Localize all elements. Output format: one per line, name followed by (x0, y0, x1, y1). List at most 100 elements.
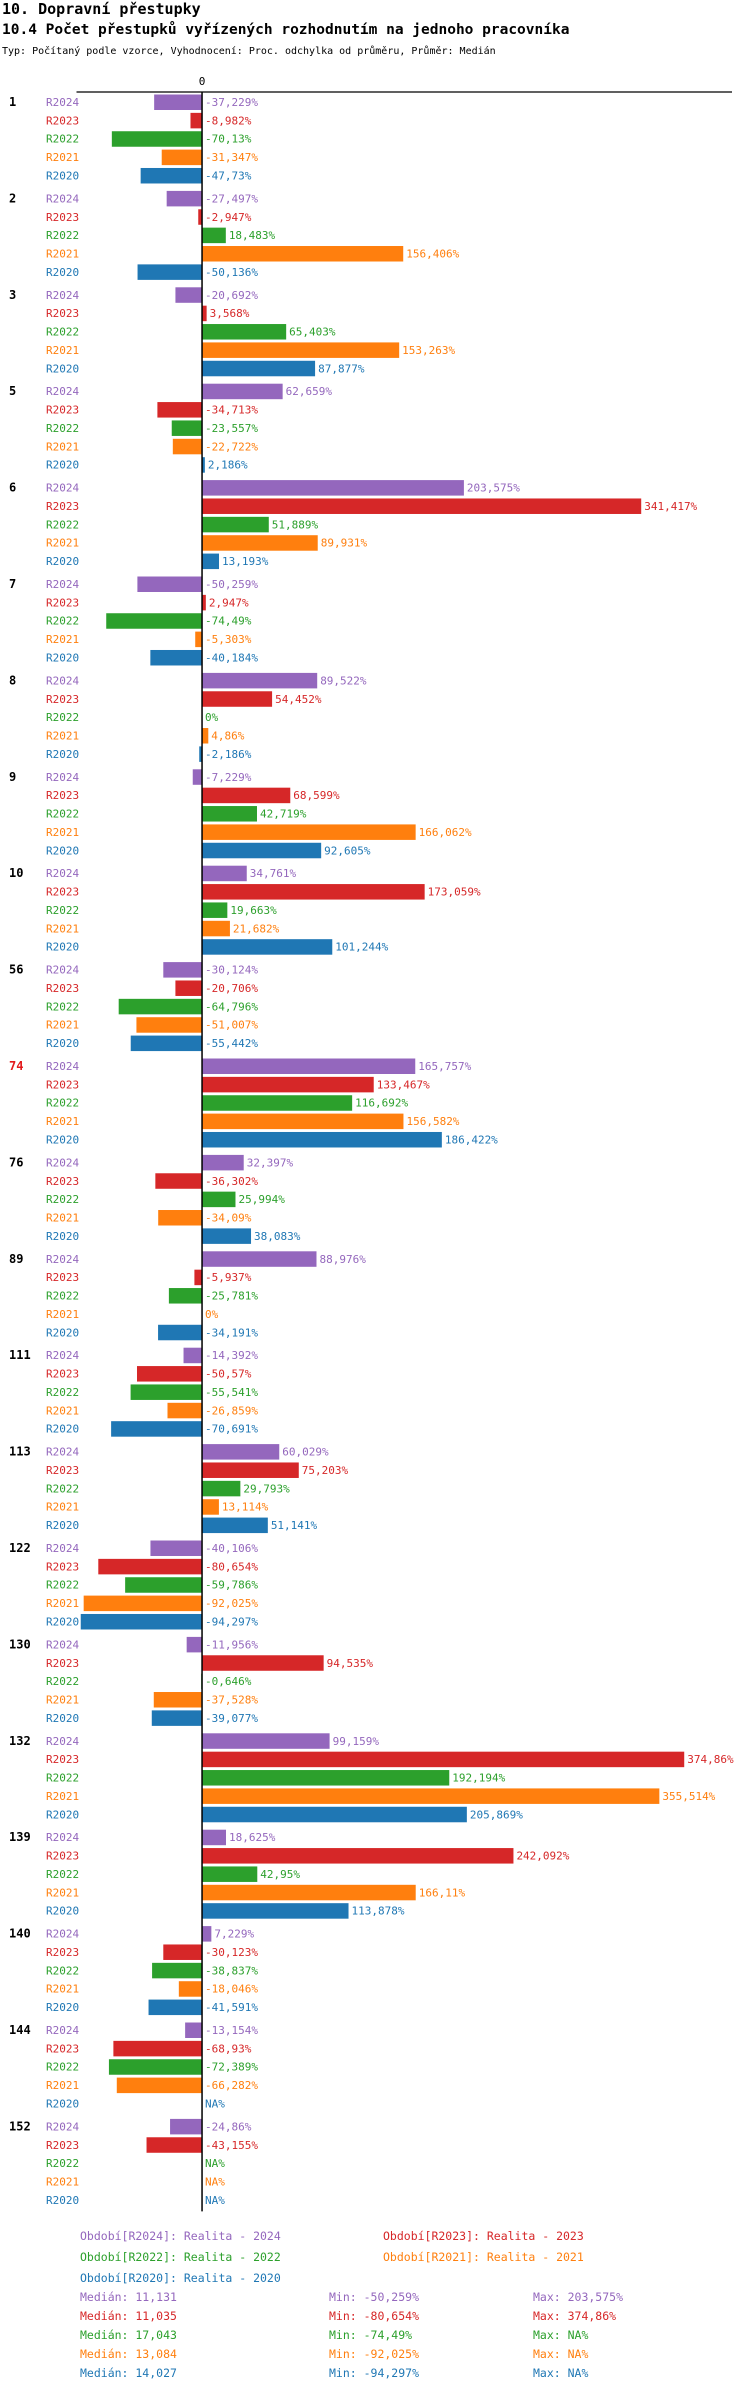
row-label-r2020: R2020 (46, 1037, 79, 1050)
bar-r2022 (106, 613, 203, 629)
row-label-r2021: R2021 (46, 730, 79, 743)
group-label: 122 (9, 1541, 31, 1555)
bar-r2023 (190, 112, 203, 129)
value-label-r2022: 0% (205, 711, 219, 724)
bar-r2021 (202, 1788, 660, 1804)
bar-r2023 (198, 209, 203, 225)
value-label-r2020: -50,136% (205, 266, 258, 279)
value-label-r2024: 18,625% (229, 1831, 276, 1844)
stat-min-r2023: Min: -80,654% (329, 2309, 420, 2323)
legend-item-r2021: Období[R2021]: Realita - 2021 (383, 2250, 584, 2264)
value-label-r2022: 18,483% (229, 229, 276, 242)
bar-chart: 0 1 R2024 -37,229% R2023 -8,982% R2022 -70,13% R… (9, 75, 734, 2212)
row-label-r2023: R2023 (46, 596, 79, 609)
row-label-r2020: R2020 (46, 169, 79, 182)
bar-r2021 (202, 246, 404, 262)
bar-r2024 (202, 1154, 244, 1171)
bar-r2023 (202, 1848, 514, 1864)
value-label-r2021: 166,062% (419, 826, 472, 839)
bar-r2021 (202, 920, 230, 937)
value-label-r2020: 38,083% (254, 1230, 301, 1243)
value-label-r2024: -50,259% (205, 578, 258, 591)
bar-r2023 (202, 498, 642, 514)
group-label: 2 (9, 191, 16, 205)
value-label-r2020: 101,244% (335, 941, 388, 954)
row-label-r2022: R2022 (46, 1772, 79, 1785)
row-label-r2020: R2020 (46, 266, 79, 279)
value-label-r2024: -20,692% (205, 289, 258, 302)
bar-r2024 (186, 1636, 203, 1653)
value-label-r2022: -74,49% (205, 615, 252, 628)
row-label-r2020: R2020 (46, 1230, 79, 1243)
value-label-r2022: -64,796% (205, 1000, 258, 1013)
row-label-r2021: R2021 (46, 1790, 79, 1803)
group-label: 5 (9, 384, 16, 398)
row-label-r2024: R2024 (46, 2120, 79, 2133)
value-label-r2024: -27,497% (205, 192, 258, 205)
row-label-r2021: R2021 (46, 537, 79, 550)
row-label-r2020: R2020 (46, 651, 79, 664)
group-label: 130 (9, 1637, 31, 1651)
value-label-r2024: -40,106% (205, 1542, 258, 1555)
bar-r2020 (202, 553, 220, 570)
bar-r2023 (175, 980, 203, 996)
group-label: 132 (9, 1734, 31, 1748)
row-label-r2022: R2022 (46, 326, 79, 339)
bar-r2023 (157, 402, 203, 418)
group-label: 7 (9, 577, 16, 591)
value-label-r2020: 186,422% (445, 1133, 498, 1146)
row-label-r2020: R2020 (46, 748, 79, 761)
row-label-r2023: R2023 (46, 500, 79, 513)
value-label-r2023: 68,599% (293, 789, 340, 802)
value-label-r2024: -37,229% (205, 96, 258, 109)
value-label-r2024: 89,522% (320, 674, 367, 687)
value-label-r2023: -80,654% (205, 1560, 258, 1573)
value-label-r2023: -36,302% (205, 1175, 258, 1188)
value-label-r2021: 156,582% (406, 1115, 459, 1128)
bar-r2024 (163, 962, 203, 978)
value-label-r2020: NA% (205, 2194, 225, 2207)
bar-r2020 (202, 1517, 268, 1534)
value-label-r2020: -40,184% (205, 651, 258, 664)
row-label-r2021: R2021 (46, 1404, 79, 1417)
bar-r2024 (154, 94, 203, 110)
row-label-r2022: R2022 (46, 711, 79, 724)
row-label-r2023: R2023 (46, 789, 79, 802)
row-label-r2022: R2022 (46, 229, 79, 242)
value-label-r2022: 25,994% (238, 1193, 285, 1206)
group-label: 144 (9, 2023, 31, 2037)
row-label-r2023: R2023 (46, 1560, 79, 1573)
bar-r2020 (202, 939, 333, 955)
bar-r2021 (153, 1692, 203, 1708)
group-label: 74 (9, 1059, 23, 1073)
group-label: 89 (9, 1252, 23, 1266)
bar-r2022 (111, 131, 203, 147)
value-label-r2022: -72,389% (205, 2061, 258, 2074)
bar-r2024 (202, 672, 318, 689)
bar-r2022 (202, 1866, 258, 1882)
bar-r2023 (113, 2040, 203, 2057)
group-label: 140 (9, 1927, 31, 1941)
row-label-r2024: R2024 (46, 1446, 79, 1459)
value-label-r2020: 2,186% (208, 459, 248, 472)
bar-r2024 (202, 1926, 212, 1942)
row-label-r2020: R2020 (46, 1326, 79, 1339)
row-label-r2024: R2024 (46, 192, 79, 205)
value-label-r2023: -20,706% (205, 982, 258, 995)
bar-r2024 (202, 1251, 317, 1267)
group-label: 139 (9, 1830, 31, 1844)
bar-r2024 (202, 1733, 330, 1749)
row-label-r2021: R2021 (46, 2176, 79, 2189)
bar-r2023 (202, 1655, 324, 1671)
bar-r2020 (111, 1421, 203, 1437)
row-label-r2020: R2020 (46, 2194, 79, 2207)
value-label-r2022: -38,837% (205, 1964, 258, 1977)
stat-median-r2023: Medián: 11,035 (80, 2309, 177, 2323)
bar-r2020 (80, 1613, 203, 1630)
bar-r2020 (202, 360, 316, 377)
bar-r2021 (158, 1210, 203, 1226)
bar-r2022 (202, 1770, 450, 1786)
row-label-r2022: R2022 (46, 1675, 79, 1688)
row-label-r2020: R2020 (46, 1133, 79, 1146)
row-label-r2023: R2023 (46, 1753, 79, 1766)
